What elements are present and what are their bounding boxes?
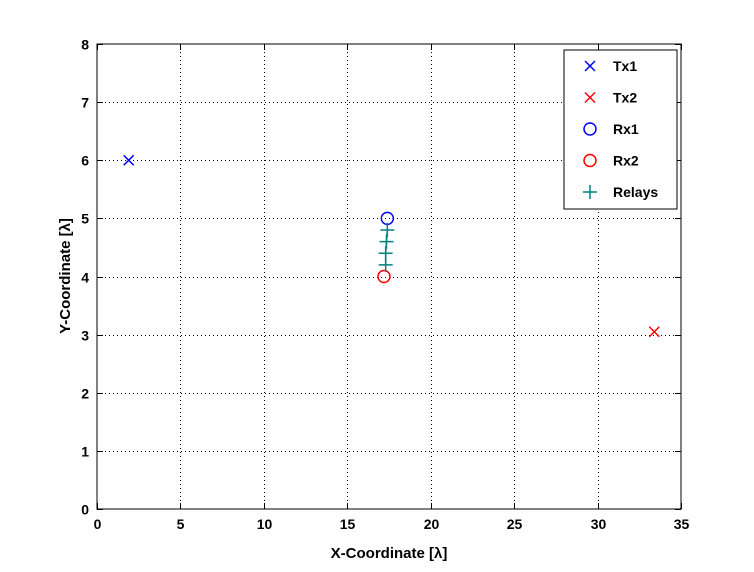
grid	[97, 44, 681, 509]
x-tick-label: 10	[257, 516, 273, 532]
legend-box	[563, 49, 678, 210]
rx2-point	[377, 269, 391, 284]
relays-point	[379, 234, 394, 249]
tx1-point	[123, 154, 135, 166]
legend-item-rx2: Rx2	[583, 153, 639, 169]
x-tick-label: 25	[507, 516, 523, 532]
x-tick-label: 35	[674, 516, 690, 532]
y-tick-label: 5	[81, 211, 89, 227]
legend-marker-relays	[583, 185, 597, 199]
plot-frame	[96, 43, 682, 510]
y-tick-label: 7	[81, 95, 89, 111]
legend-item-tx1: Tx1	[584, 58, 637, 74]
x-tick-label: 30	[591, 516, 607, 532]
y-tick-label: 4	[81, 270, 89, 286]
y-axis-label: Y-Coordinate [λ]	[57, 218, 74, 334]
legend-marker-tx1	[584, 60, 596, 72]
legend-item-rx1: Rx1	[583, 121, 639, 137]
legend-label-tx1: Tx1	[613, 58, 637, 74]
tx2-point	[648, 326, 660, 338]
legend-label-rx1: Rx1	[613, 121, 639, 137]
relays-point	[380, 223, 395, 237]
legend-item-tx2: Tx2	[584, 90, 637, 106]
legend-label-relays: Relays	[613, 184, 658, 200]
legend-marker-tx2	[584, 91, 596, 104]
x-tick-label: 15	[340, 516, 356, 532]
y-tick-label: 8	[81, 37, 89, 53]
y-tick-label: 3	[81, 328, 89, 344]
ticks: 0 5 10 15 20 25 30 35 0 1 2 3 4 5 6 7 8	[81, 37, 689, 533]
y-tick-label: 0	[81, 502, 89, 518]
marker-stroke	[584, 60, 596, 72]
marker-stroke	[123, 154, 135, 166]
x-tick-label: 20	[424, 516, 440, 532]
x-tick-label: 5	[177, 516, 185, 532]
y-tick-label: 6	[81, 153, 89, 169]
marker-stroke	[648, 326, 660, 338]
legend-marker-rx2	[583, 153, 597, 168]
legend-item-relays: Relays	[583, 184, 658, 200]
legend-marker-rx1	[583, 122, 597, 136]
x-axis-label: X-Coordinate [λ]	[331, 545, 448, 562]
legend-label-rx2: Rx2	[613, 153, 639, 169]
legend: Tx1 Tx2 Rx1 Rx2 Relays	[563, 49, 678, 210]
marker-stroke	[584, 91, 596, 104]
relays-point	[378, 257, 393, 272]
legend-label-tx2: Tx2	[613, 90, 637, 106]
x-tick-label: 0	[94, 516, 102, 532]
y-tick-label: 2	[81, 386, 89, 402]
y-tick-label: 1	[81, 444, 89, 460]
data-points	[123, 154, 660, 338]
